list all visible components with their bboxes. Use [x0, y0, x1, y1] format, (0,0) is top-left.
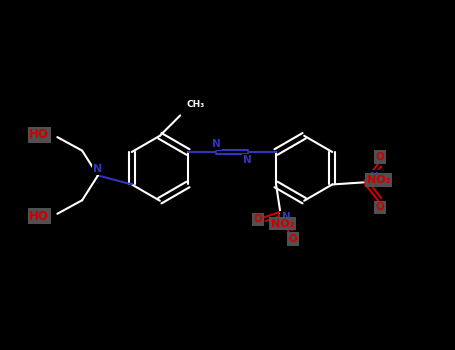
Text: HO: HO: [29, 128, 49, 141]
Text: N: N: [370, 172, 379, 182]
Text: NO₂: NO₂: [367, 175, 390, 185]
Text: HO: HO: [29, 210, 49, 223]
Text: N: N: [282, 212, 290, 222]
Text: N: N: [212, 139, 221, 149]
Text: O: O: [375, 152, 384, 162]
Text: N: N: [93, 164, 102, 174]
Text: CH₃: CH₃: [187, 100, 205, 109]
Text: O: O: [375, 202, 384, 212]
Text: N: N: [243, 155, 252, 165]
Text: NO₂: NO₂: [271, 219, 294, 229]
Text: O: O: [288, 234, 297, 244]
Text: O: O: [253, 214, 263, 224]
